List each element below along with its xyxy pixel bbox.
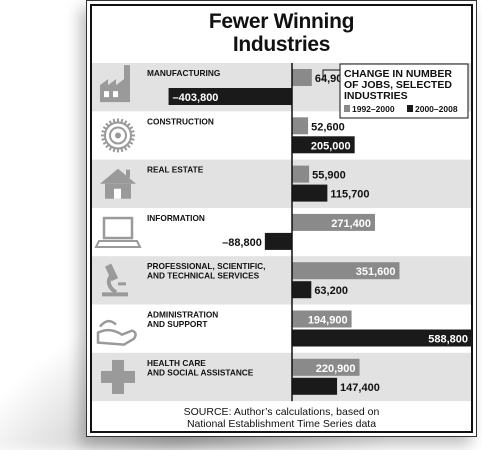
category-label: AND SOCIAL ASSISTANCE: [147, 367, 254, 377]
saw-blade-icon: [101, 118, 135, 153]
category-label: AND SUPPORT: [147, 319, 207, 329]
category-label: PROFESSIONAL, SCIENTIFIC,: [147, 261, 265, 271]
factory-icon: [100, 65, 130, 103]
category-label: HEALTH CARE: [147, 358, 206, 368]
data-label: 205,000: [311, 140, 351, 152]
bar-1992-2000: [292, 117, 309, 135]
bar-1992-2000: [292, 310, 352, 328]
data-label: 588,800: [428, 334, 468, 346]
category-label: MANUFACTURING: [147, 68, 220, 78]
category-label: CONSTRUCTION: [147, 116, 214, 126]
bar-1992-2000: [292, 213, 375, 231]
laptop-icon: [94, 216, 142, 249]
category-label: INFORMATION: [147, 213, 205, 223]
legend-swatch-1992-2000: [344, 105, 350, 112]
data-label: 52,600: [311, 121, 345, 133]
data-label: 147,400: [340, 382, 380, 394]
bar-1992-2000: [292, 358, 360, 376]
microscope-icon: [102, 263, 128, 297]
data-label: 115,700: [330, 189, 369, 201]
legend-title: OF JOBS, SELECTED: [344, 79, 452, 91]
data-label: 271,400: [331, 218, 371, 230]
bar-2000-2008: [292, 136, 355, 154]
bar-2000-2008: [292, 377, 338, 395]
bar-2000-2008: [264, 232, 292, 250]
category-label: ADMINISTRATION: [147, 310, 218, 320]
data-label: –88,800: [222, 237, 262, 249]
bar-1992-2000: [292, 69, 312, 86]
bar-2000-2008: [292, 281, 312, 299]
chart-title: Fewer Winning Industries: [208, 10, 355, 56]
bar-2000-2008: [292, 184, 328, 202]
data-label: 55,900: [312, 170, 346, 182]
category-label: AND TECHNICAL SERVICES: [147, 271, 260, 281]
data-label: –403,800: [173, 92, 219, 104]
bar-1992-2000: [292, 165, 310, 183]
row-band: [92, 352, 471, 402]
row-band: [92, 256, 471, 305]
data-label: 351,600: [356, 266, 396, 278]
house-icon: [100, 168, 136, 199]
legend-title: CHANGE IN NUMBER: [344, 68, 452, 80]
medical-cross-icon: [101, 359, 135, 394]
category-label: REAL ESTATE: [147, 165, 204, 175]
source-note: SOURCE: Author’s calculations, based on …: [183, 406, 380, 430]
bar-2000-2008: [292, 329, 472, 347]
hand-icon: [96, 319, 137, 346]
legend-connector: [322, 69, 340, 80]
bar-2000-2008: [168, 88, 292, 105]
bar-1992-2000: [292, 262, 400, 280]
icon-column: [94, 65, 142, 394]
legend-swatch-2000-2008: [407, 105, 413, 112]
data-label: 63,200: [314, 285, 348, 297]
legend-title: INDUSTRIES: [344, 90, 408, 102]
legend-box: [339, 63, 469, 119]
data-label: 194,900: [308, 315, 348, 327]
legend-label-2000-2008: 2000–2008: [415, 104, 458, 114]
data-label: 220,900: [316, 363, 356, 375]
legend-label-1992-2000: 1992–2000: [352, 104, 395, 114]
row-band: [92, 159, 471, 208]
